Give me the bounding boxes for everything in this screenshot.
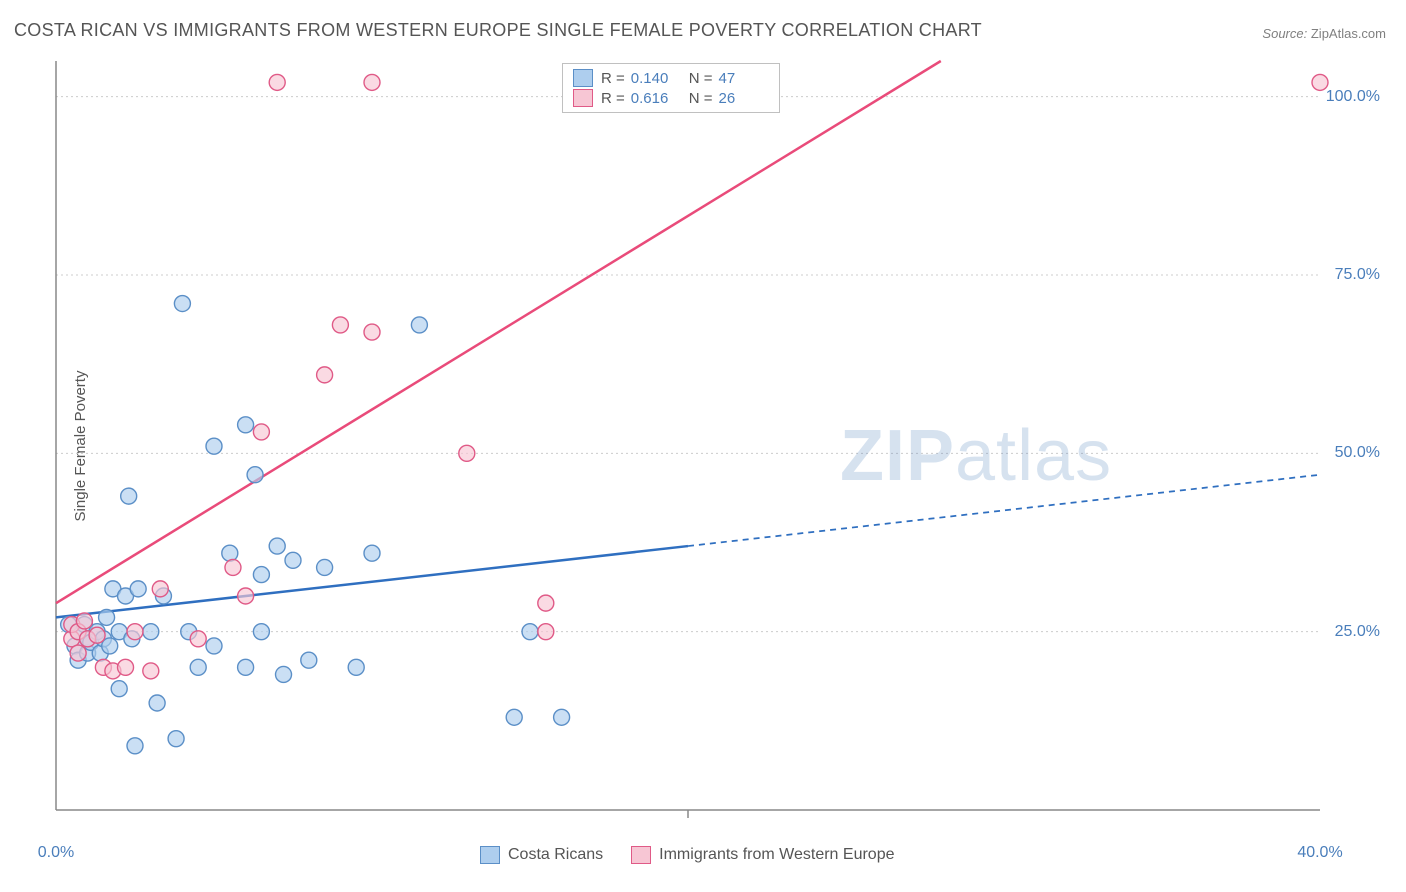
y-tick-label: 50.0% (1335, 444, 1380, 462)
chart-title: COSTA RICAN VS IMMIGRANTS FROM WESTERN E… (14, 20, 982, 41)
n-value-1: 47 (719, 70, 769, 87)
n-label-1: N = (689, 70, 713, 87)
stats-legend: R = 0.140 N = 47 R = 0.616 N = 26 (562, 63, 780, 113)
legend-swatch-2 (631, 846, 651, 864)
series-legend: Costa Ricans Immigrants from Western Eur… (480, 846, 895, 864)
legend-label-2: Immigrants from Western Europe (659, 846, 894, 864)
swatch-series-2 (573, 89, 593, 107)
plot-area: ZIPatlas R = 0.140 N = 47 R = 0.616 N = … (50, 55, 1390, 840)
source-value: ZipAtlas.com (1311, 26, 1386, 41)
legend-label-1: Costa Ricans (508, 846, 603, 864)
x-tick-label: 0.0% (38, 844, 74, 862)
n-value-2: 26 (719, 90, 769, 107)
source-attribution: Source: ZipAtlas.com (1262, 26, 1386, 41)
y-tick-label: 100.0% (1326, 88, 1380, 106)
y-tick-label: 25.0% (1335, 623, 1380, 641)
r-label-2: R = (601, 90, 625, 107)
r-value-2: 0.616 (631, 90, 681, 107)
x-tick-label: 40.0% (1297, 844, 1342, 862)
r-value-1: 0.140 (631, 70, 681, 87)
y-tick-label: 75.0% (1335, 266, 1380, 284)
r-label-1: R = (601, 70, 625, 87)
stats-row-1: R = 0.140 N = 47 (573, 68, 769, 88)
stats-row-2: R = 0.616 N = 26 (573, 88, 769, 108)
scatter-chart (50, 55, 1390, 840)
source-label: Source: (1262, 26, 1307, 41)
legend-item-1: Costa Ricans (480, 846, 603, 864)
legend-swatch-1 (480, 846, 500, 864)
swatch-series-1 (573, 69, 593, 87)
legend-item-2: Immigrants from Western Europe (631, 846, 894, 864)
n-label-2: N = (689, 90, 713, 107)
